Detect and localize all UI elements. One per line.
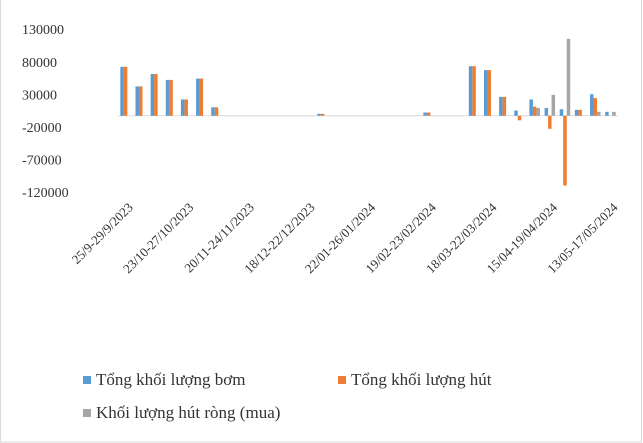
bar bbox=[566, 38, 571, 116]
y-tick-label: 130000 bbox=[22, 23, 64, 38]
legend-label: Khối lượng hút ròng (mua) bbox=[96, 403, 280, 422]
bar bbox=[563, 115, 567, 186]
bar bbox=[536, 107, 540, 116]
bar bbox=[184, 99, 188, 116]
bar bbox=[529, 99, 533, 116]
bar bbox=[499, 96, 503, 116]
bar bbox=[472, 66, 476, 116]
y-tick-label: 30000 bbox=[22, 88, 57, 103]
bar bbox=[211, 107, 215, 116]
bar bbox=[199, 78, 204, 116]
bar bbox=[605, 111, 609, 116]
bar bbox=[532, 106, 537, 116]
bar bbox=[559, 109, 564, 116]
bar bbox=[593, 98, 598, 116]
y-tick-label: 80000 bbox=[22, 56, 57, 71]
bar bbox=[150, 74, 155, 116]
legend-label: Tổng khối lượng bơm bbox=[96, 370, 246, 389]
bar bbox=[514, 110, 518, 116]
bar bbox=[165, 79, 170, 116]
y-tick-label: -120000 bbox=[22, 186, 69, 201]
bar bbox=[423, 112, 427, 116]
bar bbox=[320, 113, 325, 116]
bar bbox=[196, 78, 200, 116]
bar bbox=[502, 96, 507, 116]
bar bbox=[578, 109, 582, 116]
bar bbox=[551, 94, 556, 116]
bar bbox=[597, 111, 601, 116]
bar bbox=[169, 79, 173, 116]
legend-swatch bbox=[83, 409, 91, 417]
legend-swatch bbox=[338, 376, 346, 384]
legend-swatch bbox=[83, 376, 91, 384]
bar bbox=[426, 112, 431, 116]
bar bbox=[468, 66, 473, 116]
bar bbox=[135, 86, 139, 116]
bar bbox=[612, 111, 616, 116]
y-tick-label: -70000 bbox=[22, 154, 62, 169]
bar bbox=[574, 109, 579, 116]
bar bbox=[517, 115, 522, 121]
bar bbox=[317, 113, 321, 116]
bar bbox=[120, 66, 124, 116]
bar bbox=[180, 99, 185, 116]
bar bbox=[483, 70, 488, 116]
bar bbox=[544, 107, 549, 116]
bar bbox=[123, 66, 128, 116]
bar bbox=[487, 70, 491, 116]
legend-label: Tổng khối lượng hút bbox=[351, 370, 492, 389]
bar bbox=[214, 107, 219, 116]
y-tick-label: -20000 bbox=[22, 121, 62, 136]
bar bbox=[138, 86, 143, 116]
bar bbox=[154, 74, 158, 116]
bar bbox=[548, 115, 552, 129]
bar bbox=[590, 94, 594, 116]
